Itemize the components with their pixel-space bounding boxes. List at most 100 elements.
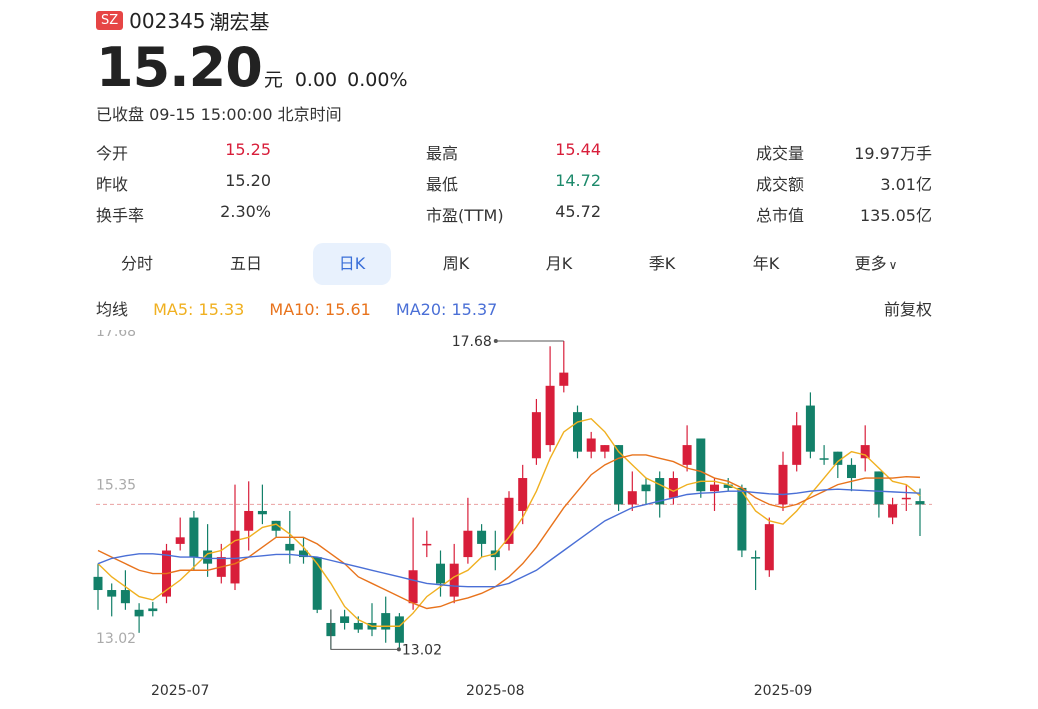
ma10-line [97,454,921,610]
tab-more[interactable]: 更多 ∨ [837,243,915,285]
max-dot [493,339,498,343]
stat-label: 昨收 [96,175,129,194]
candle-body [641,484,651,492]
candle-body [847,464,856,479]
y-tick-label: 17.68 [96,330,136,340]
stat-value: 15.25 [225,140,271,159]
ma10-value: MA10: 15.61 [269,300,371,319]
candle-body [737,487,747,551]
candle-body [805,405,815,452]
candle-body [285,543,295,551]
price-unit: 元 [263,69,283,91]
candle-body [586,438,596,452]
candle-body [573,412,582,452]
candle-body [559,372,569,386]
tab-yearly-k[interactable]: 年K [752,254,780,273]
stat-label: 市盈(TTM) [426,206,504,225]
candle-body [792,425,802,465]
candle-body [340,616,350,623]
candle-body [394,616,404,643]
y-tick-label: 13.02 [96,631,136,647]
candle-body [449,563,459,597]
candle-body [189,517,199,558]
candle-body [696,438,706,492]
tab-intraday[interactable]: 分时 [120,254,153,273]
max-price-label: 17.68 [452,334,492,350]
market-status: 已收盘 09-15 15:00:00 北京时间 [96,105,342,124]
ma5-line [97,417,921,627]
candle-body [874,471,884,505]
candle-body [244,510,254,531]
candle-body [477,530,487,544]
candle-body [299,550,308,558]
candle-body [710,484,719,492]
candle-body [257,510,267,515]
kline-svg: 17.68 15.35 13.02 17.68 13.02 2025-07 2025-08 2… [93,324,932,699]
stat-label: 最低 [426,175,459,194]
candle-body [627,491,637,505]
tab-weekly-k[interactable]: 周K [442,254,470,273]
candle-body [504,497,514,544]
candle-body [860,445,870,459]
stat-value: 135.05亿 [860,206,932,225]
stat-label: 成交额 [756,175,805,194]
stat-value: 14.72 [555,171,601,190]
stat-value: 15.20 [225,171,271,190]
candle-body [545,385,555,446]
candle-body [107,590,117,597]
chevron-down-icon: ∨ [888,258,898,272]
stat-value: 15.44 [555,140,601,159]
candle-body [915,501,925,505]
ma-legend: 均线 MA5: 15.33 MA10: 15.61 MA20: 15.37 [96,296,517,320]
ma20-line [97,488,921,588]
ma5-value: MA5: 15.33 [153,300,245,319]
tab-more-label: 更多 [854,254,887,273]
candle-body [682,445,692,465]
stat-label: 换手率 [96,206,145,225]
stat-value: 3.01亿 [880,175,932,194]
exchange-badge: SZ [96,11,124,30]
candle-body [600,445,610,452]
candle-body [271,520,281,531]
candle-body [901,497,911,500]
stat-value: 19.97万手 [854,144,932,163]
ma-label: 均线 [96,300,129,319]
candle-body [723,484,733,488]
tab-daily-k[interactable]: 日K [313,243,391,285]
stats-grid: 今开 15.25 最高 15.44 成交量 19.97万手 昨收 15.20 最… [96,140,932,230]
tab-five-day[interactable]: 五日 [229,254,262,273]
stat-label: 今开 [96,144,129,163]
candle-body [655,478,665,505]
candle-body [408,570,418,604]
x-tick-label: 2025-09 [754,683,813,699]
ma20-value: MA20: 15.37 [395,300,498,319]
candle-body [175,537,185,544]
candle-body [888,504,898,518]
candle-body [203,550,213,564]
stock-name: 潮宏基 [209,10,270,34]
candle-body [833,451,843,465]
price-change: 0.00 [294,69,338,91]
candle-body [312,557,322,610]
candle-body [230,530,240,584]
candle-body [353,622,363,630]
candle-body [518,478,528,511]
stock-code: 002345 [129,8,206,33]
tab-monthly-k[interactable]: 月K [545,254,573,273]
candle-body [463,530,473,558]
tab-quarterly-k[interactable]: 季K [648,254,676,273]
candle-body [134,609,144,617]
min-dot [396,647,401,652]
stat-label: 成交量 [756,144,805,163]
x-tick-label: 2025-08 [466,683,525,699]
kline-chart[interactable]: 17.68 15.35 13.02 17.68 13.02 2025-07 2025-08 2… [0,324,1038,705]
stat-value: 45.72 [555,202,601,221]
price-row: 15.20 元 0.00 0.00% [96,36,408,99]
candle-body [120,590,130,604]
min-leader-line [330,609,399,650]
candle-body [381,613,391,630]
stat-label: 最高 [426,144,459,163]
adjust-toggle[interactable]: 前复权 [883,300,932,319]
candle-body [764,524,774,571]
candle-body [422,543,432,546]
